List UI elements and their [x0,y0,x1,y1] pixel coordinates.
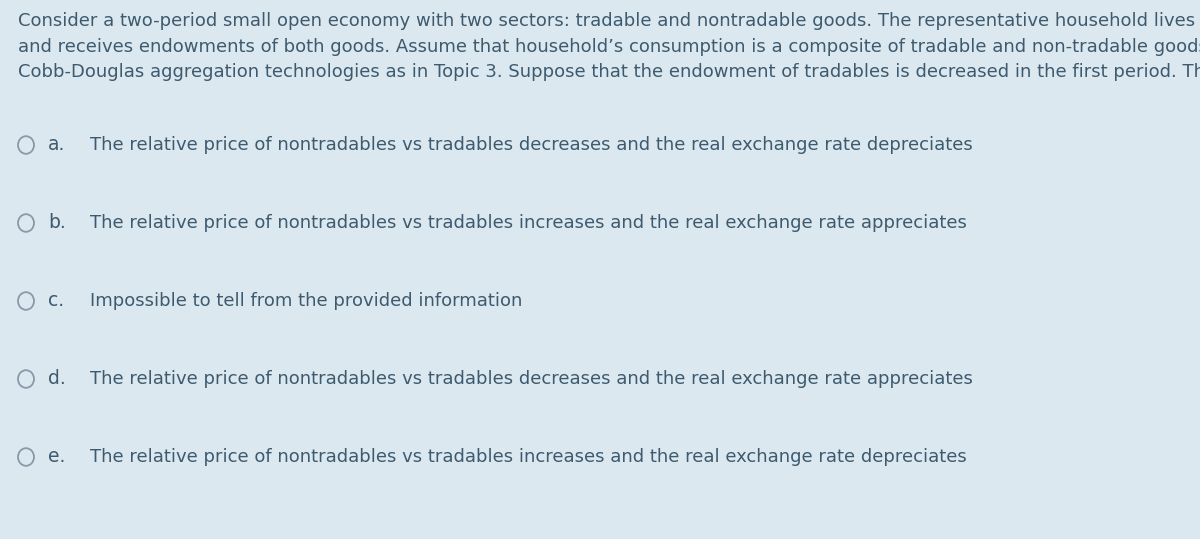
Text: The relative price of nontradables vs tradables decreases and the real exchange : The relative price of nontradables vs tr… [90,136,973,154]
Text: e.: e. [48,447,65,466]
Text: a.: a. [48,135,65,155]
Text: The relative price of nontradables vs tradables increases and the real exchange : The relative price of nontradables vs tr… [90,214,967,232]
Text: d.: d. [48,370,66,389]
Text: The relative price of nontradables vs tradables increases and the real exchange : The relative price of nontradables vs tr… [90,448,967,466]
Text: Impossible to tell from the provided information: Impossible to tell from the provided inf… [90,292,522,310]
Text: c.: c. [48,292,64,310]
Text: b.: b. [48,213,66,232]
Text: Consider a two-period small open economy with two sectors: tradable and nontrada: Consider a two-period small open economy… [18,12,1200,81]
Text: The relative price of nontradables vs tradables decreases and the real exchange : The relative price of nontradables vs tr… [90,370,973,388]
